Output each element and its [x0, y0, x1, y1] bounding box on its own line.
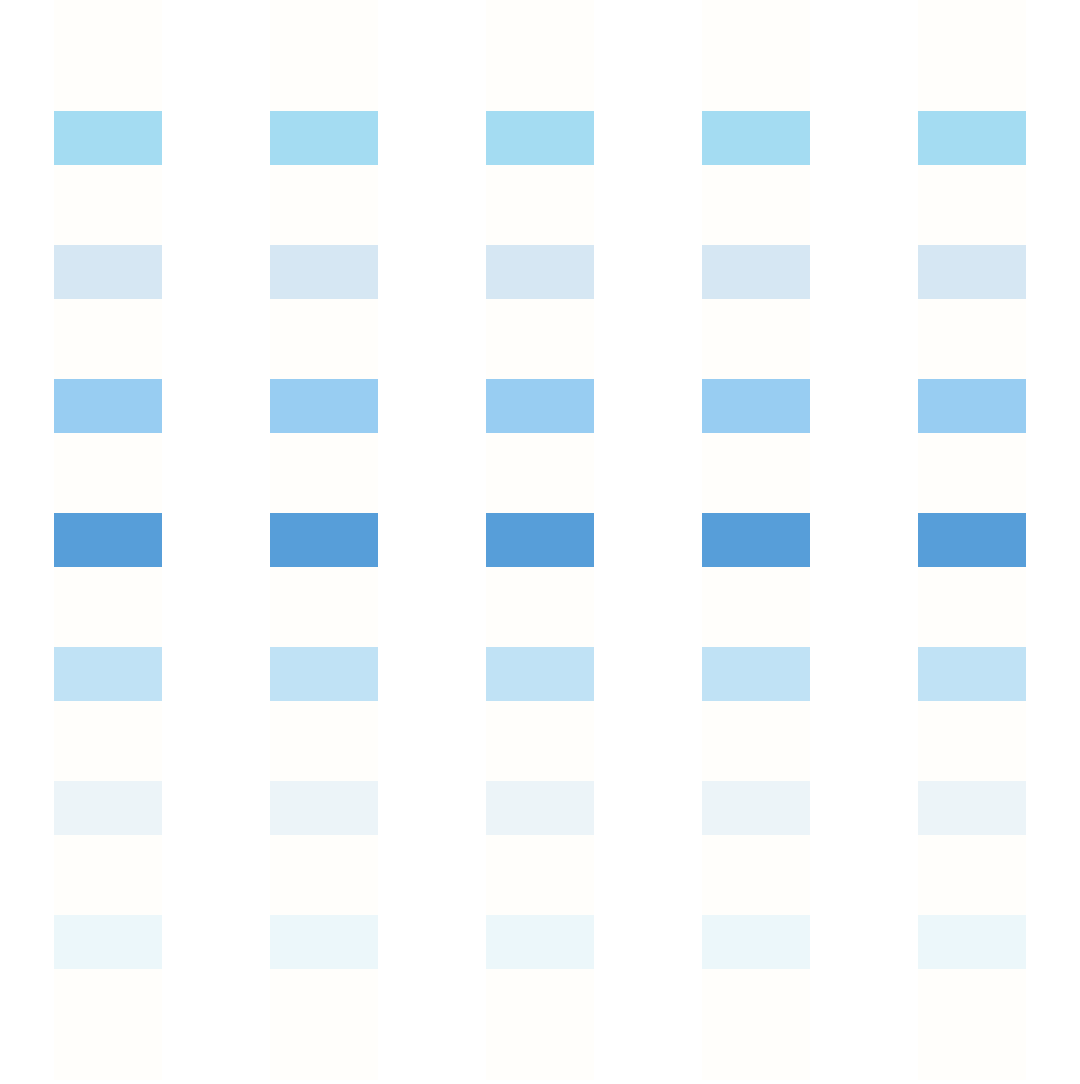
grid-tile [270, 513, 378, 567]
grid-tile [918, 513, 1026, 567]
grid-tile [702, 0, 810, 31]
grid-tile [486, 0, 594, 31]
grid-tile [486, 915, 594, 969]
grid-tile [486, 513, 594, 567]
grid-tile [54, 513, 162, 567]
grid-tile [486, 1049, 594, 1080]
grid-tile [702, 513, 810, 567]
grid-tile [54, 379, 162, 433]
grid-tile [486, 379, 594, 433]
grid-tile [702, 111, 810, 165]
grid-tile [270, 1049, 378, 1080]
grid-tile [486, 781, 594, 835]
grid-tile [702, 647, 810, 701]
grid-tile [702, 245, 810, 299]
grid-tile [270, 245, 378, 299]
grid-tile [54, 781, 162, 835]
grid-tile [918, 781, 1026, 835]
grid-tile [54, 245, 162, 299]
grid-tile [918, 245, 1026, 299]
grid-tile [54, 915, 162, 969]
grid-tile [918, 379, 1026, 433]
grid-tile [270, 915, 378, 969]
grid-tile [702, 379, 810, 433]
grid-tile [270, 0, 378, 31]
grid-tile [270, 379, 378, 433]
grid-tile [486, 647, 594, 701]
grid-tile [918, 0, 1026, 31]
grid-tile [270, 111, 378, 165]
grid-tile [918, 647, 1026, 701]
grid-tile [270, 781, 378, 835]
grid-tile [918, 1049, 1026, 1080]
grid-tile [54, 0, 162, 31]
grid-tile [54, 1049, 162, 1080]
grid-tile [54, 111, 162, 165]
grid-tile [918, 111, 1026, 165]
grid-tile [918, 915, 1026, 969]
grid-tile [702, 1049, 810, 1080]
grid-tile [486, 245, 594, 299]
grid-tile [54, 647, 162, 701]
grid-tile [270, 647, 378, 701]
grid-tile [702, 781, 810, 835]
grid-tile [702, 915, 810, 969]
grid-tile [486, 111, 594, 165]
